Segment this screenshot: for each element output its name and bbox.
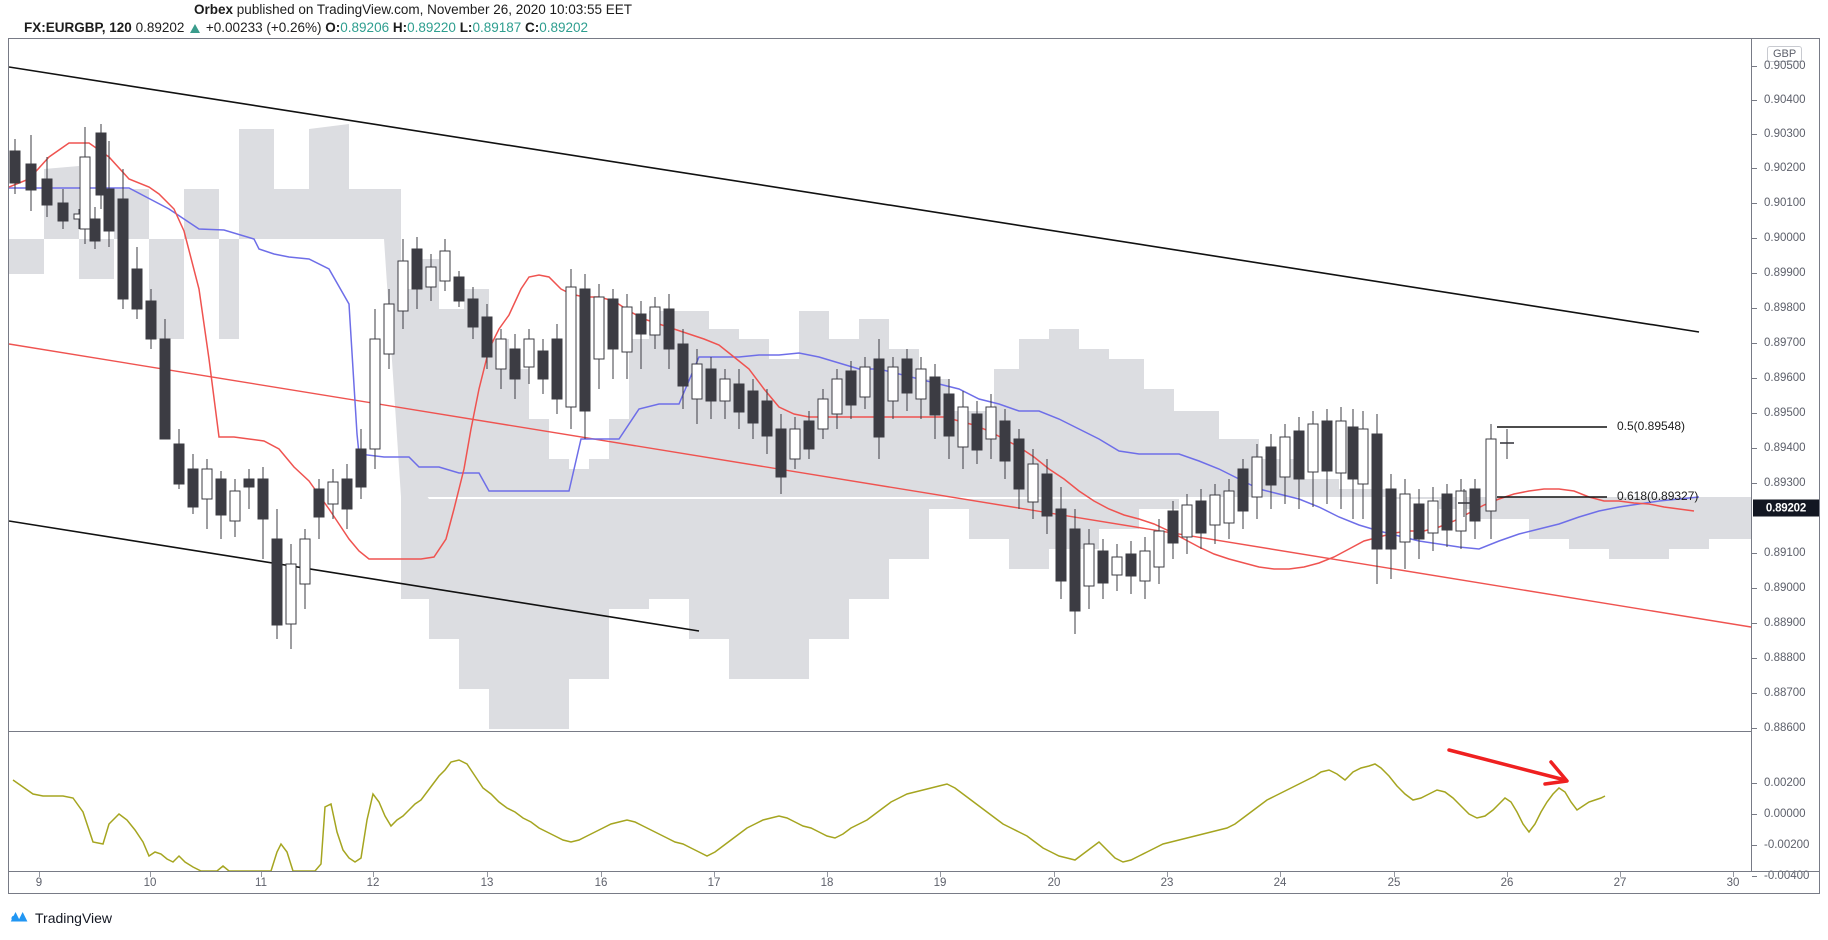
- price-tick: 0.89800: [1764, 302, 1806, 314]
- change-absolute: +0.00233: [205, 20, 263, 35]
- currency-badge: GBP: [1767, 46, 1803, 62]
- time-tick-label: 11: [255, 877, 267, 889]
- price-tick: 0.89500: [1764, 407, 1806, 419]
- red-trendline: [9, 343, 1751, 628]
- published-text: published on TradingView.com, November 2…: [236, 2, 633, 17]
- osc-tick: -0.00200: [1764, 839, 1810, 851]
- symbol-quote-line: FX:EURGBP, 120 0.89202 +0.00233 (+0.26%)…: [24, 20, 588, 35]
- pane-divider: [9, 731, 1751, 732]
- price-tick: 0.88700: [1764, 687, 1806, 699]
- red-down-arrow-icon: [1447, 748, 1569, 786]
- price-axis[interactable]: GBP 0.90500 0.90400 0.90300 0.90200 0.90…: [1751, 39, 1819, 882]
- price-chart-svg: [9, 66, 1751, 729]
- low-label: L:: [459, 20, 473, 35]
- price-tick: 0.88900: [1764, 617, 1806, 629]
- footer: TradingView: [10, 908, 112, 927]
- fib-05-label: 0.5(0.89548): [1617, 419, 1686, 433]
- price-tick: 0.89100: [1764, 547, 1806, 559]
- chart-header: Orbex published on TradingView.com, Nove…: [0, 0, 1828, 36]
- channel-lower-line: [9, 520, 700, 632]
- up-triangle-icon: [190, 24, 201, 33]
- price-tick: 0.88600: [1764, 722, 1806, 734]
- current-price-badge: 0.89202: [1753, 499, 1819, 517]
- price-tick: 0.89300: [1764, 477, 1806, 489]
- time-tick-label: 18: [820, 877, 834, 889]
- kumo-cloud-segment-2: [401, 459, 649, 729]
- time-tick-label: 24: [1273, 877, 1287, 889]
- publisher-name: Orbex: [194, 2, 234, 17]
- change-percent: (+0.26%): [266, 20, 322, 35]
- oscillator-svg: [12, 748, 1606, 871]
- publisher-line: Orbex published on TradingView.com, Nove…: [194, 2, 632, 17]
- price-pane[interactable]: 0.5(0.89548) 0.618(0.89327): [9, 39, 1751, 731]
- osc-tick: 0.00000: [1764, 808, 1806, 820]
- price-tick: 0.89600: [1764, 372, 1806, 384]
- high-value: 0.89220: [407, 20, 456, 35]
- time-axis[interactable]: 9 10 11 12 13 16 17 18 19 20 23 24 25 26…: [9, 871, 1819, 893]
- close-value: 0.89202: [539, 20, 589, 35]
- price-tick: 0.89400: [1764, 442, 1806, 454]
- time-tick-label: 13: [480, 877, 494, 889]
- open-value: 0.89206: [340, 20, 390, 35]
- candlestick-series: [9, 124, 1514, 649]
- time-tick-label: 25: [1387, 877, 1401, 889]
- open-label: O:: [325, 20, 341, 35]
- kumo-cloud-segment-3: [649, 499, 969, 679]
- time-tick-label: 19: [933, 877, 947, 889]
- last-price: 0.89202: [135, 20, 185, 35]
- time-tick-label: 23: [1160, 877, 1174, 889]
- time-tick-label: 16: [594, 877, 608, 889]
- price-tick: 0.90300: [1764, 128, 1806, 140]
- oscillator-pane[interactable]: [9, 732, 1751, 871]
- price-tick: 0.89700: [1764, 337, 1806, 349]
- price-tick: 0.90500: [1764, 60, 1806, 72]
- time-tick-label: 12: [366, 877, 380, 889]
- close-label: C:: [525, 20, 540, 35]
- time-tick-label: 30: [1726, 877, 1740, 889]
- price-tick: 0.90200: [1764, 162, 1806, 174]
- time-tick-label: 27: [1613, 877, 1627, 889]
- awesome-oscillator-line: [12, 759, 1606, 871]
- tradingview-brand-label: TradingView: [35, 909, 113, 926]
- tradingview-logo-icon: [10, 911, 28, 922]
- price-tick: 0.89000: [1764, 582, 1806, 594]
- time-tick-label: 9: [35, 877, 43, 889]
- high-label: H:: [392, 20, 408, 35]
- kumo-cloud: [9, 124, 1751, 559]
- symbol-label[interactable]: FX:EURGBP, 120: [24, 20, 132, 35]
- osc-tick: 0.00200: [1764, 777, 1806, 789]
- osc-tick: -0.00400: [1764, 870, 1810, 882]
- time-tick-label: 26: [1500, 877, 1514, 889]
- channel-upper-line: [9, 66, 1700, 333]
- low-value: 0.89187: [472, 20, 522, 35]
- price-tick: 0.90400: [1764, 94, 1806, 106]
- price-tick: 0.88800: [1764, 652, 1806, 664]
- price-tick: 0.90100: [1764, 197, 1806, 209]
- price-tick: 0.89900: [1764, 267, 1806, 279]
- price-tick: 0.90000: [1764, 232, 1806, 244]
- time-tick-label: 10: [143, 877, 157, 889]
- time-tick-label: 20: [1047, 877, 1061, 889]
- fib-0618-label: 0.618(0.89327): [1617, 489, 1699, 503]
- time-tick-label: 17: [707, 877, 721, 889]
- chart-frame[interactable]: 0.5(0.89548) 0.618(0.89327) GBP 0.90500 …: [8, 38, 1820, 894]
